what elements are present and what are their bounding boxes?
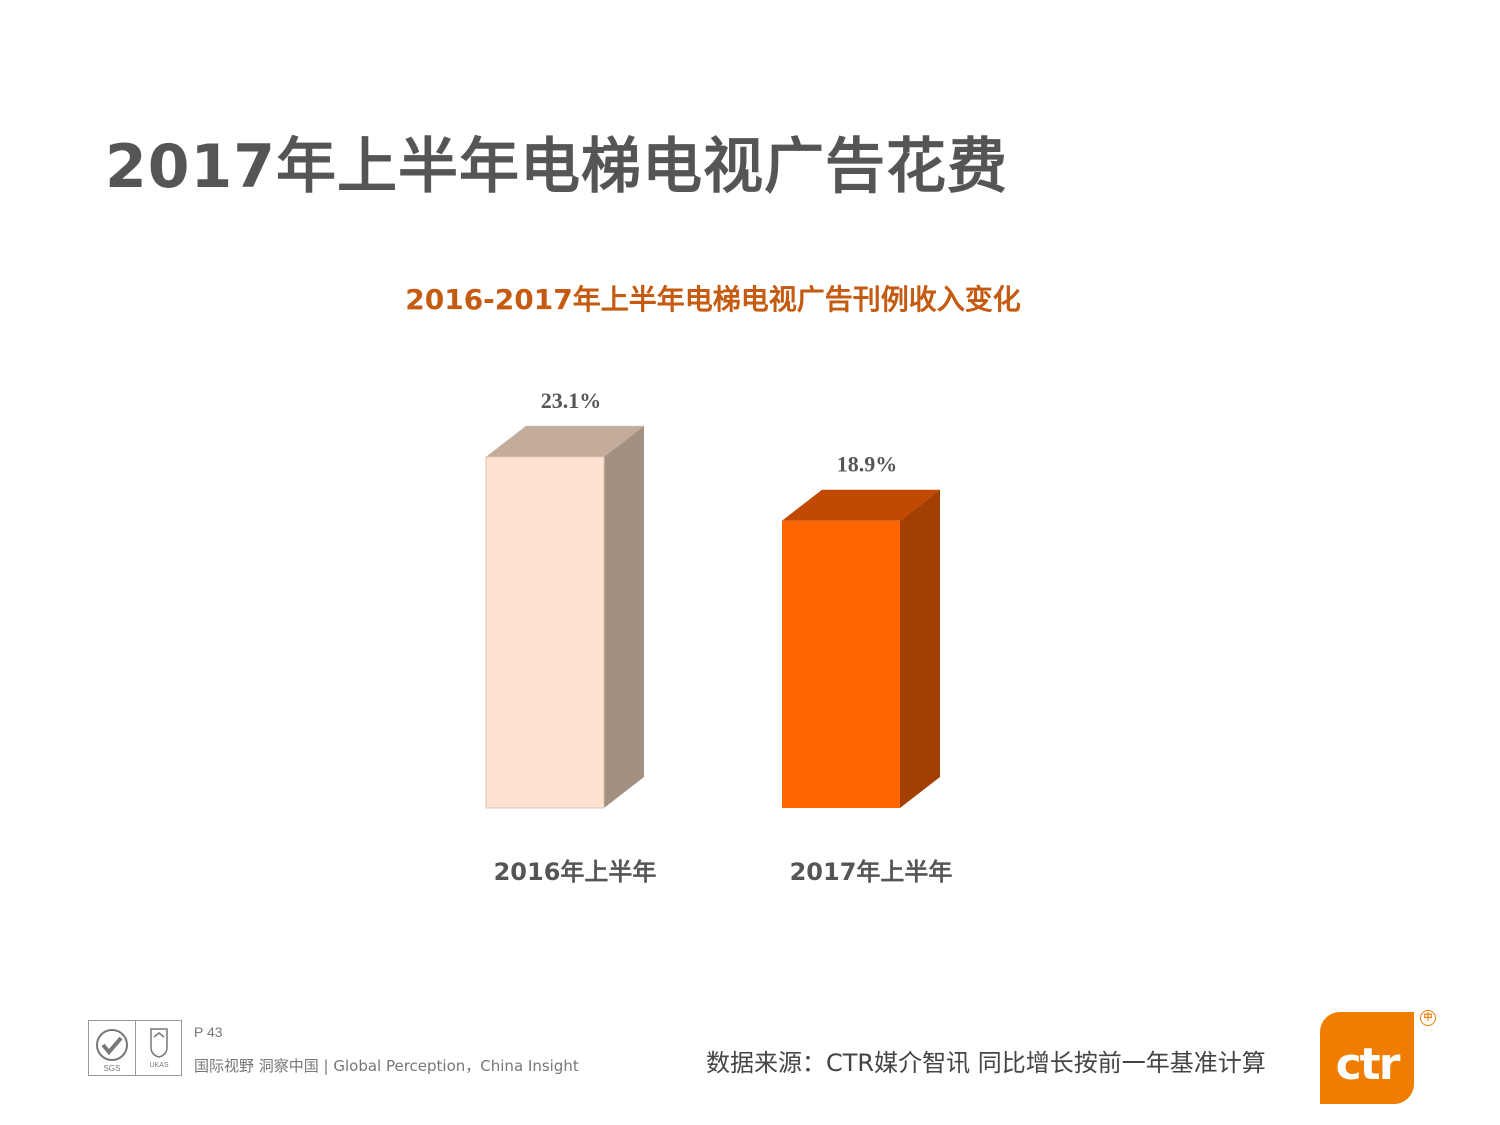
- certification-logos: SGS UKAS: [88, 1020, 182, 1076]
- ctr-logo: ctr: [1320, 1012, 1414, 1104]
- bar-side: [604, 425, 644, 808]
- data-label: 18.9%: [837, 452, 898, 477]
- registered-mark-icon: 中: [1420, 1010, 1436, 1026]
- bar: [485, 456, 605, 809]
- bar-side: [900, 489, 940, 808]
- data-source-note: 数据来源：CTR媒介智讯 同比增长按前一年基准计算: [706, 1049, 1266, 1077]
- x-tick-label: 2017年上半年: [790, 858, 953, 886]
- svg-text:UKAS: UKAS: [149, 1062, 168, 1069]
- svg-text:SGS: SGS: [104, 1064, 121, 1073]
- footer-slogan: 国际视野 洞察中国 | Global Perception，China Insi…: [194, 1057, 579, 1075]
- bar: [782, 520, 900, 808]
- page-title: 2017年上半年电梯电视广告花费: [105, 132, 1008, 202]
- bar-top: [782, 489, 940, 521]
- bar-chart: 23.1% 2016年上半年 18.9% 2017年上半年: [485, 388, 953, 886]
- iso-cert-icon: SGS: [89, 1021, 136, 1075]
- data-label: 23.1%: [541, 388, 602, 413]
- ukas-cert-icon: UKAS: [136, 1021, 182, 1075]
- page-number: P 43: [194, 1024, 223, 1040]
- x-tick-label: 2016年上半年: [494, 858, 657, 886]
- chart-title: 2016-2017年上半年电梯电视广告刊例收入变化: [405, 283, 1021, 316]
- bar-top: [486, 425, 644, 457]
